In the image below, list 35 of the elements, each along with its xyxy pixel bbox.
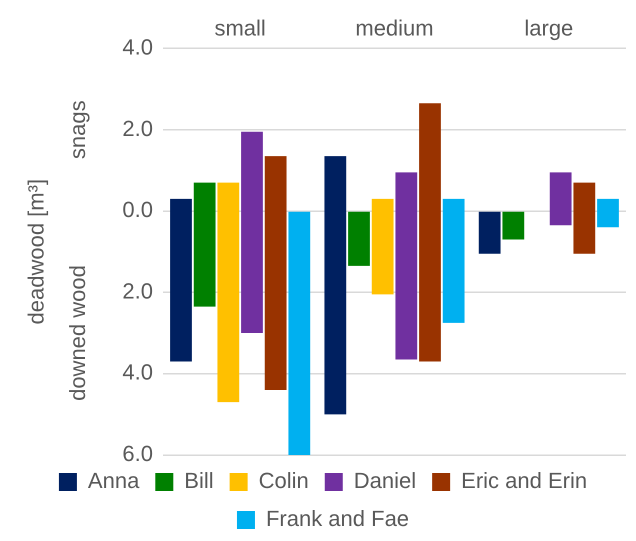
text: snags	[65, 100, 90, 160]
legend-label: Frank and Fae	[266, 506, 410, 532]
x-tick-label: large	[524, 15, 574, 40]
y-tick-label: 6.0	[122, 441, 153, 466]
bar	[170, 198, 192, 362]
bar	[241, 132, 263, 334]
bar	[194, 182, 216, 307]
y-tick-label: 2.0	[122, 116, 153, 141]
bar	[288, 212, 310, 455]
bar	[597, 198, 619, 228]
y-tick-label: 0.0	[122, 197, 153, 222]
bar	[264, 156, 287, 390]
bar	[478, 212, 501, 254]
y-tick-label: 4.0	[122, 360, 153, 385]
x-tick-label: medium	[355, 15, 434, 40]
bar	[442, 198, 465, 323]
bar	[324, 156, 346, 414]
bar	[573, 182, 596, 254]
text: downed wood	[65, 265, 90, 401]
bar	[550, 172, 572, 226]
bar	[419, 103, 441, 362]
y-axis-title: deadwood [m³]	[23, 178, 48, 324]
legend-label: Bill	[184, 468, 214, 494]
bar	[502, 212, 524, 240]
bar	[395, 172, 418, 360]
legend-label: Daniel	[354, 468, 416, 494]
y-tick-label: 4.0	[122, 34, 153, 60]
legend-label: Anna	[88, 468, 140, 494]
legend-label: Eric and Erin	[461, 468, 588, 494]
y-tick-label: 2.0	[122, 278, 153, 304]
x-tick-label: small	[214, 15, 266, 40]
bar	[372, 198, 394, 294]
legend-label: Colin	[258, 468, 309, 494]
bar	[348, 212, 370, 266]
bar	[217, 182, 240, 402]
